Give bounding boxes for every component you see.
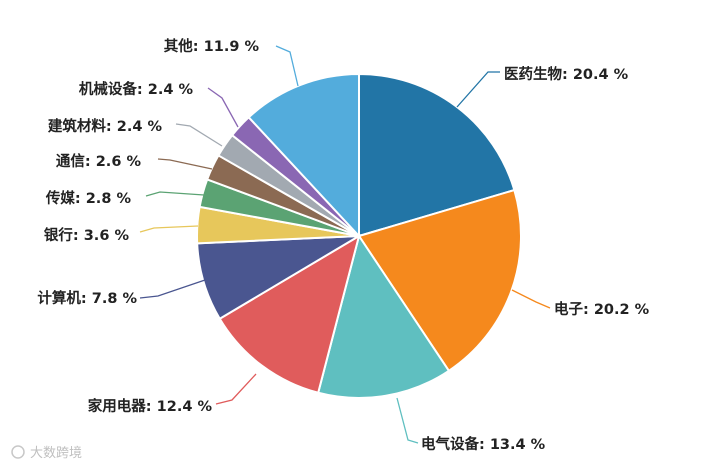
- watermark-text: 大数跨境: [30, 446, 82, 461]
- slice-label: 银行: 3.6 %: [44, 226, 130, 244]
- slice-label: 医药生物: 20.4 %: [504, 65, 629, 83]
- slice-label: 其他: 11.9 %: [164, 37, 260, 55]
- watermark: 大数跨境: [11, 445, 82, 461]
- watermark-logo-icon: [11, 445, 25, 459]
- slice-label: 电子: 20.2 %: [554, 300, 650, 318]
- pie-slice: [247, 72, 360, 239]
- pie-slice: [316, 233, 451, 399]
- slice-label: 电气设备: 13.4 %: [421, 435, 546, 453]
- slice-label: 计算机: 7.8 %: [37, 289, 137, 307]
- leader-line: [207, 87, 239, 128]
- leader-line: [157, 158, 213, 170]
- pie-slice: [358, 72, 516, 238]
- leader-line: [456, 71, 500, 108]
- leader-line: [396, 397, 419, 444]
- leader-line: [145, 191, 205, 197]
- leader-line: [175, 123, 223, 147]
- leader-line: [139, 279, 206, 299]
- pie-slices: [196, 72, 522, 399]
- slice-label: 建筑材料: 2.4 %: [48, 117, 163, 135]
- leader-line: [275, 45, 299, 87]
- slice-labels: 医药生物: 20.4 % 电子: 20.2 % 电气设备: 13.4 % 家用电器: …: [37, 37, 649, 453]
- slice-label: 机械设备: 2.4 %: [79, 80, 194, 98]
- slice-label: 通信: 2.6 %: [56, 152, 142, 170]
- pie-slice: [218, 233, 361, 394]
- leader-line: [511, 289, 551, 309]
- leader-line: [215, 373, 257, 405]
- leader-line: [139, 225, 199, 233]
- pie-slice: [357, 188, 522, 373]
- slice-label: 家用电器: 12.4 %: [88, 397, 213, 415]
- leader-lines: [139, 45, 551, 444]
- slice-label: 传媒: 2.8 %: [45, 189, 132, 207]
